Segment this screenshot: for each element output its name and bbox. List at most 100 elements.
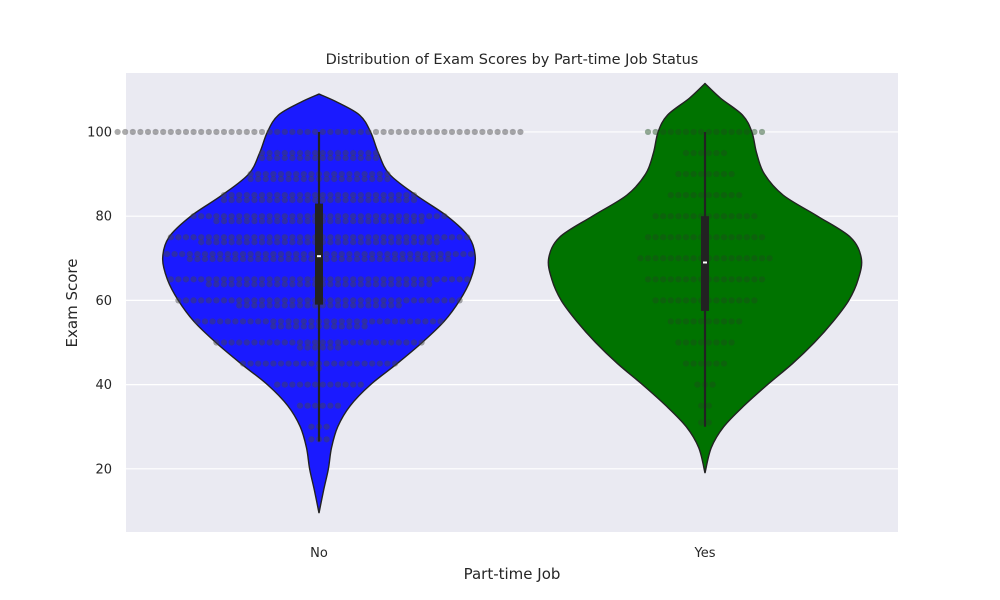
swarm-point <box>232 318 239 325</box>
swarm-point <box>464 128 471 136</box>
swarm-point <box>258 213 266 220</box>
swarm-point <box>205 281 212 288</box>
swarm-point <box>289 128 296 136</box>
swarm-point <box>346 318 353 325</box>
swarm-point <box>682 360 690 367</box>
swarm-point <box>342 192 349 199</box>
swarm-point <box>720 213 728 220</box>
swarm-point <box>342 339 349 346</box>
swarm-point <box>682 213 690 220</box>
swarm-point <box>334 402 342 409</box>
swarm-point <box>690 255 697 262</box>
swarm-point <box>220 192 228 199</box>
swarm-point <box>422 250 429 258</box>
swarm-point <box>342 297 349 304</box>
swarm-point <box>281 218 288 225</box>
swarm-point <box>361 175 368 183</box>
swarm-point <box>720 339 728 346</box>
swarm-point <box>388 213 395 220</box>
swarm-point <box>372 128 380 136</box>
swarm-point <box>323 323 330 330</box>
swarm-point <box>660 297 667 304</box>
swarm-point <box>350 149 357 157</box>
swarm-point <box>384 170 391 178</box>
swarm-point <box>690 276 697 283</box>
swarm-point <box>327 297 334 304</box>
swarm-point <box>236 276 243 283</box>
swarm-point <box>289 213 296 220</box>
swarm-point <box>319 128 326 136</box>
swarm-point <box>713 297 720 304</box>
swarm-point <box>331 318 338 325</box>
swarm-point <box>228 281 235 288</box>
swarm-point <box>243 302 250 309</box>
swarm-point <box>365 218 372 225</box>
swarm-point <box>236 213 243 220</box>
swarm-point <box>266 302 273 309</box>
swarm-point <box>281 281 288 288</box>
swarm-point <box>414 255 421 263</box>
swarm-point <box>274 234 281 241</box>
swarm-point <box>660 234 667 241</box>
swarm-point <box>342 302 349 309</box>
swarm-point <box>365 128 372 136</box>
swarm-point <box>376 250 383 258</box>
swarm-point <box>422 255 429 263</box>
swarm-point <box>198 213 205 220</box>
swarm-point <box>232 255 239 263</box>
swarm-point <box>334 154 342 162</box>
swarm-point <box>361 323 368 330</box>
swarm-point <box>456 128 463 136</box>
swarm-point <box>342 281 349 288</box>
swarm-point <box>346 170 353 178</box>
swarm-point <box>243 128 250 136</box>
swarm-point <box>308 175 315 183</box>
swarm-point <box>407 255 414 263</box>
swarm-point <box>675 213 682 220</box>
swarm-point <box>667 297 674 304</box>
swarm-point <box>365 239 372 246</box>
swarm-point <box>300 170 307 178</box>
swarm-point <box>682 234 690 241</box>
swarm-point <box>296 192 304 199</box>
swarm-point <box>418 276 425 283</box>
swarm-point <box>395 339 402 346</box>
swarm-point <box>403 234 410 241</box>
swarm-point <box>357 281 364 288</box>
swarm-point <box>346 360 353 367</box>
swarm-point <box>350 192 357 199</box>
swarm-point <box>217 318 224 325</box>
swarm-point <box>247 175 254 183</box>
swarm-point <box>304 239 311 246</box>
swarm-point <box>175 128 182 136</box>
swarm-point <box>194 318 201 325</box>
swarm-point <box>289 302 296 309</box>
swarm-point <box>713 128 720 136</box>
swarm-point <box>274 239 281 246</box>
swarm-point <box>682 255 690 262</box>
swarm-point <box>682 149 690 157</box>
swarm-point <box>357 149 364 157</box>
swarm-point <box>270 255 277 263</box>
swarm-point <box>220 218 228 225</box>
swarm-point <box>410 339 418 346</box>
x-tick-labels: No Yes <box>310 546 716 561</box>
swarm-point <box>441 213 448 220</box>
swarm-point <box>361 170 368 178</box>
swarm-point <box>334 281 342 288</box>
swarm-point <box>395 302 402 309</box>
swarm-point <box>190 213 197 220</box>
swarm-point <box>266 297 273 304</box>
swarm-point <box>281 149 288 157</box>
swarm-point <box>213 297 220 304</box>
swarm-point <box>274 339 281 346</box>
swarm-point <box>338 175 345 183</box>
swarm-point <box>667 255 674 262</box>
swarm-point <box>247 170 254 178</box>
swarm-point <box>198 239 205 246</box>
swarm-point <box>743 234 750 241</box>
swarm-point <box>190 234 197 241</box>
swarm-point <box>327 381 334 388</box>
swarm-point <box>296 402 304 409</box>
swarm-point <box>384 318 391 325</box>
